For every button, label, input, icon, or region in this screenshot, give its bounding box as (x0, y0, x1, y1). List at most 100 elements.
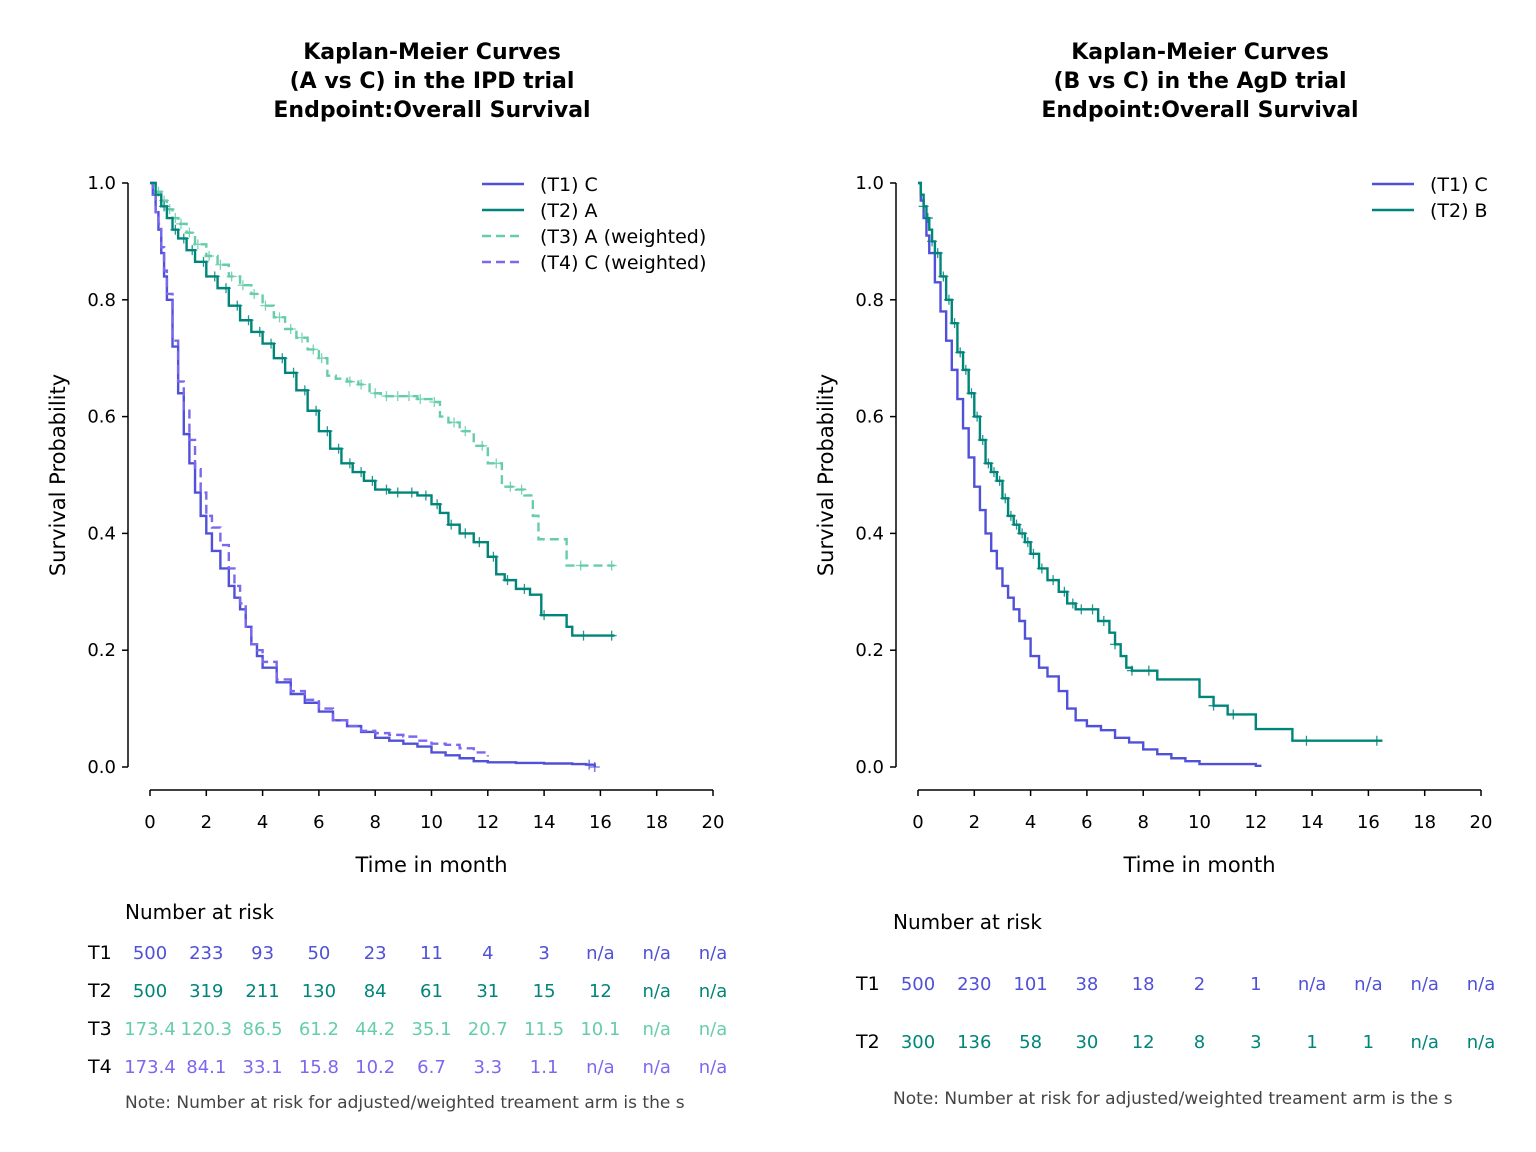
censor-mark-t3 (316, 353, 327, 364)
risk-value-t3: 173.4 (124, 1019, 176, 1040)
risk-value-t4: n/a (642, 1057, 671, 1078)
risk-value-t2: 15 (533, 981, 556, 1002)
x-tick-label: 2 (201, 812, 212, 833)
y-tick-label: 0.4 (855, 523, 884, 544)
risk-value-t1: 93 (251, 943, 274, 964)
censor-mark-t2 (277, 353, 288, 364)
censor-mark-t2 (299, 385, 310, 396)
legend-label-t2: (T2) B (1430, 200, 1488, 222)
y-tick-label: 0.6 (87, 407, 116, 428)
risk-value-t1: 38 (1075, 974, 1098, 995)
risk-value-t3: 35.1 (411, 1019, 451, 1040)
risk-value-t2: n/a (1410, 1032, 1439, 1053)
legend-label-t4: (T4) C (weighted) (540, 252, 707, 274)
series-line-t1 (150, 181, 596, 767)
y-tick-label: 0.2 (87, 640, 116, 661)
x-tick-label: 6 (1081, 812, 1092, 833)
censor-mark-t2 (966, 388, 977, 399)
km-chart-2: Kaplan-Meier Curves (B vs C) in the AgD t… (814, 40, 1495, 1109)
censor-mark-t2 (1017, 528, 1028, 539)
censor-mark-t2 (977, 434, 988, 445)
censor-mark-t2 (606, 630, 617, 641)
censor-mark-t2 (932, 248, 943, 259)
risk-value-t1: 230 (957, 974, 991, 995)
censor-mark-t2 (1005, 510, 1016, 521)
risk-value-t4: 33.1 (243, 1057, 283, 1078)
risk-table-title: Number at risk (893, 910, 1042, 934)
censor-mark-t2 (955, 347, 966, 358)
censor-mark-t3 (175, 218, 186, 229)
risk-value-t3: 20.7 (468, 1019, 508, 1040)
y-tick-label: 0.0 (855, 757, 884, 778)
chart-title-line: Endpoint:Overall Survival (273, 98, 590, 123)
risk-value-t1: n/a (1354, 974, 1383, 995)
risk-value-t2: 130 (302, 981, 336, 1002)
risk-table-title: Number at risk (125, 900, 274, 924)
risk-value-t4: 15.8 (299, 1057, 339, 1078)
censor-mark-t3 (415, 394, 426, 405)
chart-title-line: Endpoint:Overall Survival (1041, 98, 1358, 123)
y-tick-label: 1.0 (855, 173, 884, 194)
risk-value-t2: 1 (1306, 1032, 1317, 1053)
x-tick-label: 14 (1301, 812, 1324, 833)
risk-value-t1: 3 (538, 943, 549, 964)
censor-mark-t2 (1087, 604, 1098, 615)
censor-mark-t2 (578, 630, 589, 641)
censor-mark-t3 (204, 251, 215, 261)
censor-mark-t2 (266, 338, 277, 349)
censor-mark-t2 (1208, 700, 1219, 711)
y-tick-label: 0.8 (87, 290, 116, 311)
risk-value-t1: 50 (307, 943, 330, 964)
risk-value-t2: 300 (901, 1032, 935, 1053)
censor-mark-t2 (209, 271, 220, 282)
censor-mark-t2 (1067, 598, 1078, 609)
censor-mark-t3 (429, 397, 440, 407)
x-tick-label: 8 (369, 812, 380, 833)
risk-value-t2: 12 (589, 981, 612, 1002)
censor-mark-t1 (584, 759, 595, 770)
censor-mark-t2 (960, 364, 971, 375)
censor-mark-t2 (983, 458, 994, 469)
risk-value-t2: n/a (1467, 1032, 1496, 1053)
x-tick-label: 20 (702, 812, 725, 833)
risk-value-t2: 84 (364, 981, 387, 1002)
x-tick-label: 4 (257, 812, 268, 833)
risk-row-label-t4: T4 (87, 1056, 112, 1078)
x-tick-label: 16 (1357, 812, 1380, 833)
x-tick-label: 4 (1025, 812, 1036, 833)
risk-value-t1: n/a (1467, 974, 1496, 995)
legend-label-t1: (T1) C (1430, 174, 1488, 196)
censor-mark-t2 (356, 467, 367, 478)
risk-value-t4: 84.1 (186, 1057, 226, 1078)
censor-mark-t3 (606, 560, 617, 571)
censor-mark-t2 (1036, 563, 1047, 574)
risk-value-t4: 3.3 (473, 1057, 502, 1078)
risk-value-t2: n/a (642, 981, 671, 1002)
risk-value-t1: 18 (1132, 974, 1155, 995)
risk-value-t3: 11.5 (524, 1019, 564, 1040)
censor-mark-t2 (288, 367, 299, 378)
risk-value-t1: 4 (482, 943, 493, 964)
censor-mark-t2 (1371, 735, 1382, 746)
censor-mark-t2 (1076, 604, 1087, 615)
censor-mark-t2 (1143, 665, 1154, 676)
censor-mark-t2 (159, 201, 170, 212)
km-chart-1: Kaplan-Meier Curves (A vs C) in the IPD t… (46, 40, 727, 1113)
censor-mark-t3 (215, 259, 226, 270)
risk-row-label-t1: T1 (855, 973, 880, 995)
censor-mark-t3 (274, 312, 285, 323)
risk-value-t3: n/a (699, 1019, 728, 1040)
risk-value-t4: 1.1 (530, 1057, 559, 1078)
censor-mark-t2 (221, 283, 232, 294)
risk-table-note: Note: Number at risk for adjusted/weight… (893, 1089, 1453, 1109)
y-tick-label: 0.0 (87, 757, 116, 778)
series-line-t2 (918, 181, 1383, 742)
risk-value-t1: 11 (420, 943, 443, 964)
x-tick-label: 18 (645, 812, 668, 833)
risk-value-t4: 173.4 (124, 1057, 176, 1078)
risk-value-t3: 10.1 (580, 1019, 620, 1040)
censor-mark-t2 (446, 519, 457, 530)
x-tick-label: 20 (1470, 812, 1493, 833)
censor-mark-t3 (449, 417, 460, 428)
